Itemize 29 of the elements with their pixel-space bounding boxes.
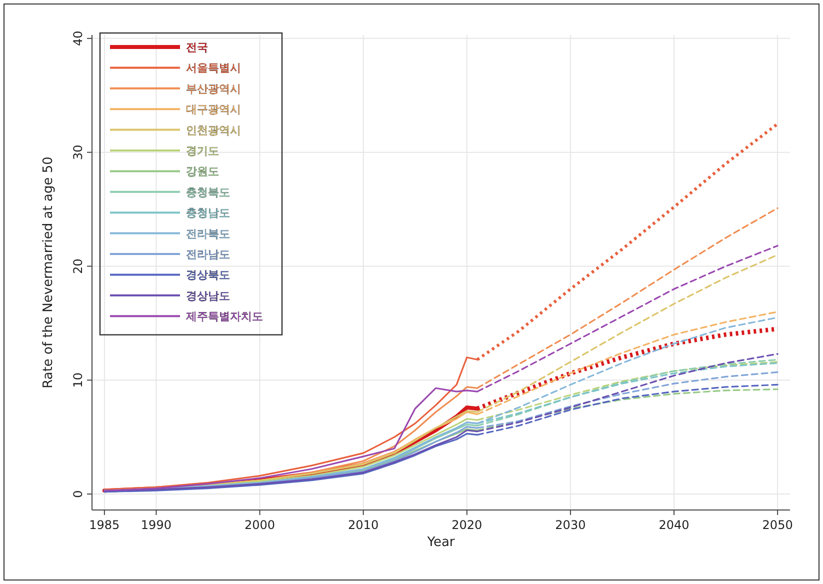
text: 인천광역시 [186,124,241,137]
x-tick-label: 2000 [244,518,276,532]
y-tick-label: 0 [71,490,85,498]
y-axis-title: Rate of the Nevermarried at age 50 [41,156,56,388]
text: 전국 [186,41,208,54]
x-tick-label: 2050 [762,518,793,532]
x-tick-label: 2040 [658,518,690,532]
text: 경상남도 [186,289,230,302]
text: 전라북도 [186,227,230,240]
y-tick-label: 30 [71,144,85,160]
x-tick-label: 1985 [89,518,120,532]
text: 경상북도 [186,268,230,282]
text: 경기도 [186,144,219,158]
text: 강원도 [186,165,219,178]
x-tick-label: 1990 [140,518,172,532]
text: 부산광역시 [186,82,241,96]
x-tick-label: 2030 [555,518,586,532]
text: 대구광역시 [186,103,241,116]
text: 충청남도 [186,206,230,220]
y-tick-label: 10 [71,372,85,388]
text: 충청북도 [186,186,230,199]
text: 서울특별시 [186,62,241,75]
y-tick-label: 20 [71,258,85,274]
x-tick-label: 2010 [348,518,379,532]
x-tick-label: 2020 [452,518,482,532]
x-axis-title: Year [426,535,456,550]
text: 제주특별자치도 [186,310,263,324]
text: 전라남도 [186,248,230,261]
y-tick-label: 40 [71,30,85,46]
